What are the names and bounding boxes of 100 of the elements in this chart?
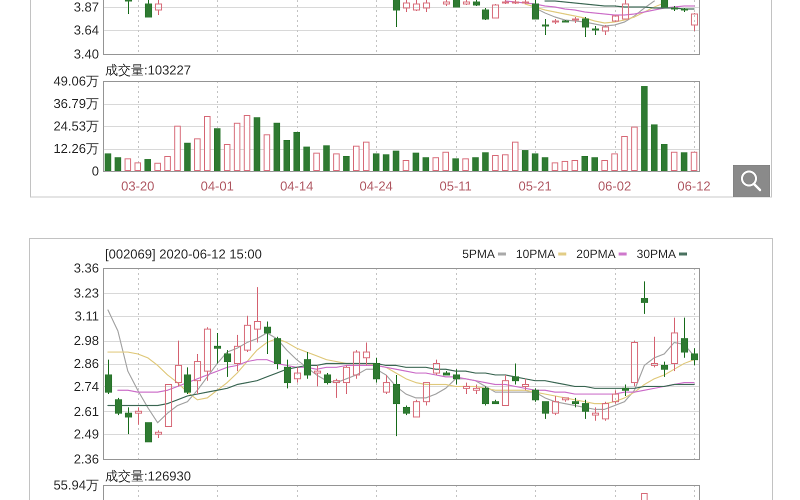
bar: [154, 162, 161, 171]
bar: [333, 153, 340, 171]
bar: [104, 153, 112, 171]
bar: [601, 160, 608, 171]
candlestick: [164, 384, 172, 428]
x-tick-label: 03-20: [121, 178, 154, 194]
bar: [174, 126, 181, 171]
bar: [492, 155, 499, 171]
bar: [293, 132, 300, 171]
bar: [502, 154, 509, 171]
candlestick: [532, 388, 540, 402]
bar: [472, 157, 479, 171]
candlestick: [184, 366, 192, 395]
y-tick-label: 2.61: [74, 404, 99, 419]
bar: [114, 157, 122, 171]
candlestick: [472, 384, 480, 395]
bar: [353, 146, 360, 171]
legend-label: 10PMA: [516, 247, 556, 261]
bar: [283, 140, 290, 171]
bar: [542, 157, 548, 171]
bar: [254, 117, 260, 171]
bar: [164, 156, 171, 171]
y-tick-label: 2.86: [74, 356, 99, 371]
legend-label: 5PMA: [462, 247, 495, 261]
bar: [690, 152, 698, 171]
bar: [184, 142, 191, 171]
candlestick: [144, 422, 152, 442]
y-tick-label: 3.40: [74, 46, 99, 62]
bar: [452, 158, 459, 171]
y-tick-label: 0: [92, 164, 99, 178]
candlestick: [104, 359, 112, 395]
x-tick-label: 04-14: [280, 178, 314, 194]
bar: [641, 86, 648, 171]
candlestick: [402, 405, 410, 416]
candlestick: [264, 320, 272, 354]
candlestick: [690, 348, 698, 366]
bar: [462, 158, 469, 171]
y-tick-label: 2.98: [74, 333, 99, 348]
bar: [264, 134, 270, 171]
bar: [224, 144, 230, 171]
bar: [552, 162, 558, 171]
bar: [382, 154, 390, 171]
bar: [412, 152, 420, 171]
candlestick: [254, 286, 262, 343]
candlestick: [680, 317, 688, 358]
bar: [670, 152, 678, 171]
candlestick: [284, 359, 292, 389]
bar: [522, 150, 528, 171]
bar: [362, 142, 370, 171]
candlestick: [154, 0, 162, 16]
bar: [204, 116, 211, 171]
candlestick: [670, 317, 678, 372]
x-tick-label: 06-02: [598, 178, 632, 194]
y-tick-label: 3.87: [74, 0, 99, 14]
bar: [234, 122, 240, 171]
bar: [214, 128, 221, 171]
bar: [572, 160, 578, 171]
legend-label: 30PMA: [636, 247, 676, 261]
bar: [512, 142, 519, 171]
candlestick: [144, 0, 152, 18]
candlestick: [194, 353, 202, 395]
bar: [194, 138, 201, 171]
bar: [372, 153, 380, 171]
candlestick: [304, 352, 312, 380]
candlestick: [234, 334, 242, 372]
chart-title: [002069] 2020-06-12 15:00: [105, 246, 262, 262]
y-tick-label: 36.79万: [53, 96, 99, 112]
bar: [323, 145, 330, 171]
bar: [134, 162, 142, 171]
y-tick-label: 49.06万: [53, 74, 99, 88]
bar: [392, 150, 400, 171]
bar: [680, 152, 688, 171]
y-tick-label: 3.23: [74, 285, 99, 300]
candlestick: [422, 382, 430, 406]
candlestick: [542, 401, 550, 420]
y-tick-label: 3.64: [74, 22, 99, 38]
candlestick: [114, 397, 122, 416]
bar: [562, 160, 568, 171]
x-tick-label: 06-12: [677, 178, 711, 194]
bar: [303, 146, 310, 171]
candlestick: [224, 350, 232, 378]
candlestick: [324, 372, 332, 386]
candlestick: [660, 361, 668, 378]
bar: [124, 158, 132, 171]
y-tick-label: 2.74: [74, 378, 99, 394]
bar: [631, 126, 638, 171]
bar: [244, 115, 250, 171]
candlestick: [372, 357, 380, 384]
chart-title: 成交量:103227: [105, 62, 191, 78]
bar: [144, 159, 151, 171]
x-tick-label: 04-24: [360, 178, 393, 194]
candlestick: [622, 0, 630, 20]
x-tick-label: 05-11: [439, 178, 472, 194]
legend-label: 20PMA: [576, 247, 616, 261]
bar: [660, 144, 668, 171]
bar: [621, 136, 628, 171]
candlestick: [452, 368, 460, 386]
bar: [343, 156, 350, 171]
candlestick: [572, 397, 580, 408]
bar: [432, 157, 440, 171]
